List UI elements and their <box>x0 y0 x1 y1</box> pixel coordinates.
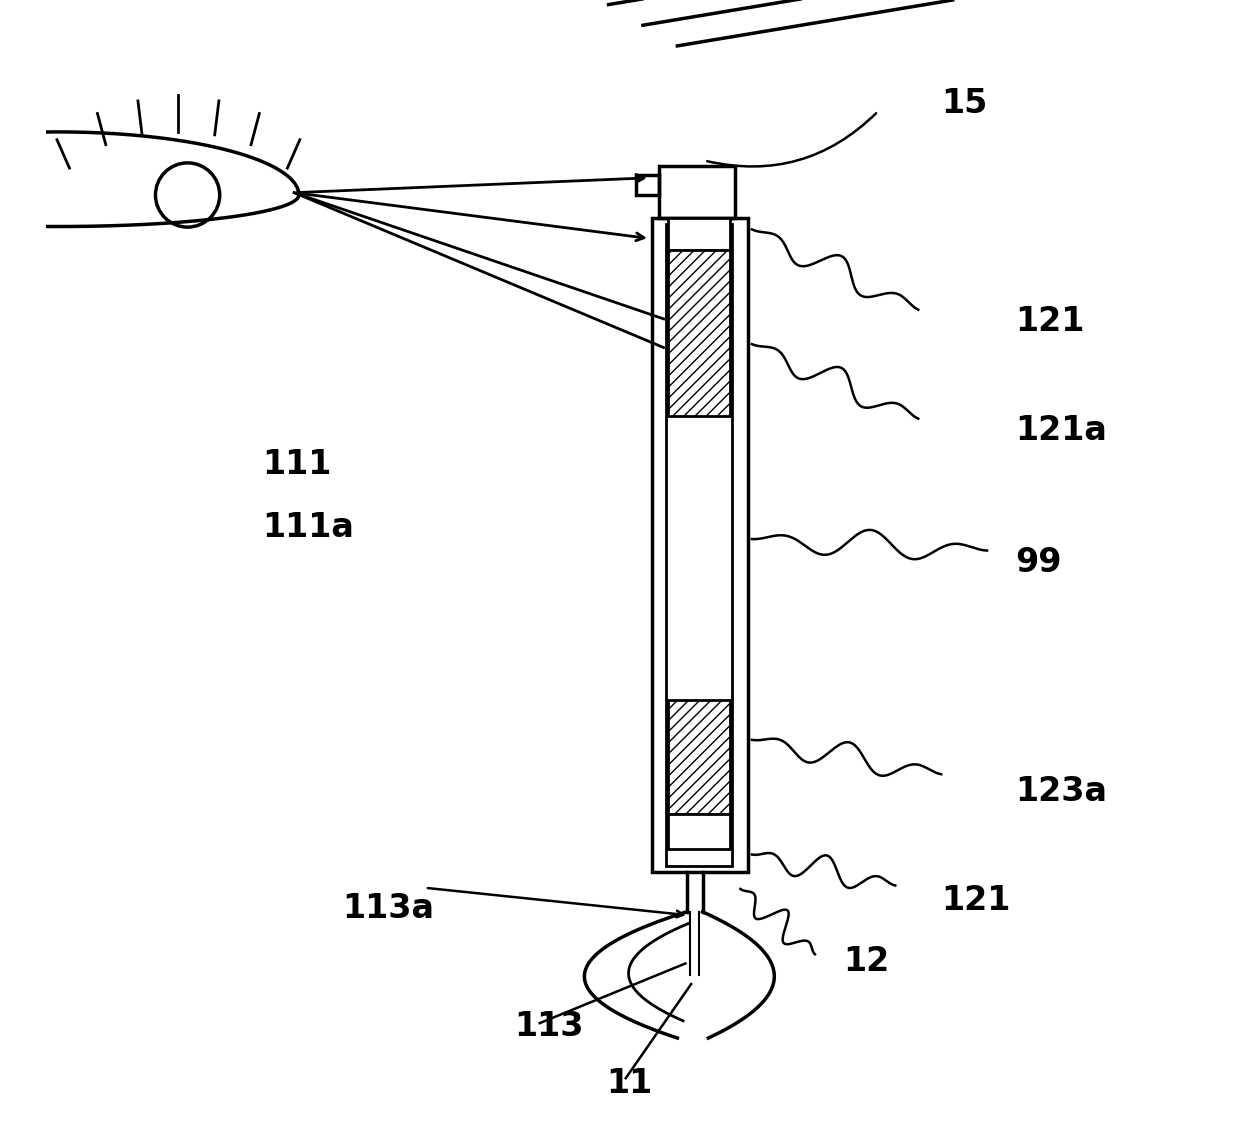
Bar <box>658 166 734 218</box>
Text: 123a: 123a <box>1016 775 1107 807</box>
Text: 99: 99 <box>1016 546 1063 578</box>
Bar <box>668 700 730 814</box>
Text: 121: 121 <box>1016 305 1085 337</box>
Text: 121: 121 <box>941 884 1011 916</box>
Bar <box>636 175 658 195</box>
Bar <box>668 250 730 416</box>
Text: 12: 12 <box>843 945 890 977</box>
Text: 15: 15 <box>941 87 987 119</box>
Bar <box>668 814 730 849</box>
Text: 113a: 113a <box>342 892 434 924</box>
Text: 121a: 121a <box>1016 414 1107 446</box>
Bar <box>668 218 730 250</box>
Text: 111: 111 <box>262 448 331 481</box>
Text: 111a: 111a <box>262 512 353 544</box>
Text: 113: 113 <box>515 1011 584 1043</box>
Bar <box>666 224 733 866</box>
Bar <box>652 218 749 872</box>
Text: 11: 11 <box>606 1068 652 1100</box>
